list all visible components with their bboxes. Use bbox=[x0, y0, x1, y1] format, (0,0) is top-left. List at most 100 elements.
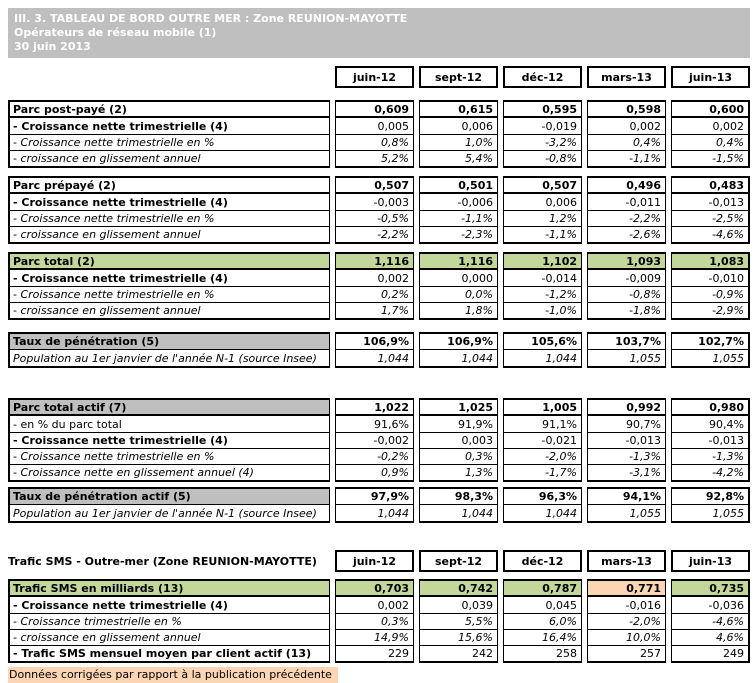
value-cell-juin-12: 229 bbox=[336, 645, 413, 661]
column-header-juin-12: juin-12 bbox=[335, 66, 414, 88]
column-header-sept-12: sept-12 bbox=[419, 66, 498, 88]
value-cell-déc-12: 1,102 bbox=[504, 254, 581, 270]
value-cell-sept-12: 0,0% bbox=[420, 286, 497, 302]
row-label: - Croissance nette trimestrielle (4) bbox=[13, 195, 228, 209]
value-cell-juin-13: 0,980 bbox=[672, 400, 748, 416]
sms-table-title: Trafic SMS - Outre-mer (Zone REUNION-MAY… bbox=[8, 550, 330, 572]
trafic-sms-label-column: Trafic SMS en milliards (13) - Croissance… bbox=[8, 579, 330, 663]
parc-total-column-déc-12: 1,102 -0,014 -1,2% -1,0% bbox=[503, 252, 582, 320]
value-cell-sept-12: -0,006 bbox=[457, 195, 493, 209]
taux-penetration-column-déc-12: 105,6% 1,044 bbox=[503, 332, 582, 368]
trafic-sms-column-déc-12: 0,787 0,045 6,0% 16,4% 258 bbox=[503, 579, 582, 663]
value-cell-déc-12: 6,0% bbox=[504, 613, 581, 629]
value-cell-juin-12: 91,6% bbox=[374, 417, 409, 431]
value-cell-mars-13: -1,3% bbox=[588, 448, 665, 464]
value-cell-mars-13: 0,496 bbox=[588, 178, 665, 194]
parc-total-actif-column-mars-13: 0,992 90,7% -0,013 -1,3% -3,1% bbox=[587, 398, 666, 482]
row-label: - Croissance nette trimestrielle en % bbox=[10, 448, 329, 464]
value-cell-juin-13: 0,4% bbox=[672, 134, 748, 150]
value-cell-sept-12: 1,044 bbox=[461, 506, 494, 520]
parc-post-paye-column-sept-12: 0,615 0,006 1,0% 5,4% bbox=[419, 100, 498, 168]
row-label: Taux de pénétration (5) bbox=[10, 334, 329, 350]
parc-post-paye-column-juin-13: 0,600 0,002 0,4% -1,5% bbox=[671, 100, 750, 168]
value-cell-déc-12: -1,0% bbox=[504, 302, 581, 318]
value-cell-déc-12: 0,006 bbox=[545, 195, 578, 209]
taux-penetration-actif-column-juin-13: 92,8% 1,055 bbox=[671, 487, 750, 523]
value-cell-juin-12: 1,022 bbox=[336, 400, 413, 416]
trafic-sms-column-juin-12: 0,703 0,002 0,3% 14,9% 229 bbox=[335, 579, 414, 663]
title-line-2: Opérateurs de réseau mobile (1) bbox=[14, 26, 217, 39]
value-cell-sept-12: -2,3% bbox=[420, 226, 497, 242]
value-cell-sept-12: 1,3% bbox=[420, 464, 497, 480]
value-cell-déc-12: 258 bbox=[504, 645, 581, 661]
value-cell-mars-13: -0,009 bbox=[625, 271, 661, 285]
value-cell-déc-12: 1,044 bbox=[545, 506, 578, 520]
parc-post-paye-label-column: Parc post-payé (2) - Croissance nette tri… bbox=[8, 100, 330, 168]
value-cell-juin-12: 1,044 bbox=[377, 506, 410, 520]
parc-total-actif: Parc total actif (7) - en % du parc total… bbox=[8, 398, 750, 482]
main-header-spacer bbox=[8, 66, 330, 88]
value-cell-juin-12: 97,9% bbox=[336, 489, 413, 505]
row-label: Population au 1er janvier de l'année N-1… bbox=[13, 351, 317, 365]
value-cell-sept-12: 15,6% bbox=[420, 629, 497, 645]
value-cell-sept-12: 242 bbox=[420, 645, 497, 661]
row-label: - croissance en glissement annuel bbox=[10, 150, 329, 166]
value-cell-mars-13: 10,0% bbox=[588, 629, 665, 645]
value-cell-mars-13: 1,055 bbox=[629, 506, 662, 520]
value-cell-mars-13: 1,093 bbox=[588, 254, 665, 270]
value-cell-sept-12: 106,9% bbox=[420, 334, 497, 350]
taux-penetration-label-column: Taux de pénétration (5) Population au 1er… bbox=[8, 332, 330, 368]
row-label: - croissance en glissement annuel bbox=[10, 629, 329, 645]
value-cell-juin-12: -0,5% bbox=[336, 210, 413, 226]
value-cell-déc-12: -1,1% bbox=[504, 226, 581, 242]
parc-total-actif-column-juin-12: 1,022 91,6% -0,002 -0,2% 0,9% bbox=[335, 398, 414, 482]
value-cell-sept-12: 0,006 bbox=[461, 119, 494, 133]
value-cell-juin-13: -0,036 bbox=[708, 598, 744, 612]
sms-table: Trafic SMS en milliards (13) - Croissance… bbox=[8, 579, 750, 663]
parc-post-paye-column-juin-12: 0,609 0,005 0,8% 5,2% bbox=[335, 100, 414, 168]
parc-prepaye-column-mars-13: 0,496 -0,011 -2,2% -2,6% bbox=[587, 176, 666, 244]
value-cell-sept-12: -1,1% bbox=[420, 210, 497, 226]
row-label: Parc total (2) bbox=[10, 254, 329, 270]
value-cell-juin-12: 0,703 bbox=[336, 581, 413, 597]
row-label: - Croissance nette trimestrielle en % bbox=[10, 210, 329, 226]
value-cell-mars-13: 0,992 bbox=[588, 400, 665, 416]
value-cell-déc-12: 96,3% bbox=[504, 489, 581, 505]
value-cell-mars-13: -2,2% bbox=[588, 210, 665, 226]
value-cell-juin-12: 1,7% bbox=[336, 302, 413, 318]
value-cell-juin-13: -0,013 bbox=[672, 432, 748, 448]
value-cell-juin-12: 0,2% bbox=[336, 286, 413, 302]
parc-total-column-sept-12: 1,116 0,000 0,0% 1,8% bbox=[419, 252, 498, 320]
value-cell-juin-12: 5,2% bbox=[336, 150, 413, 166]
value-cell-mars-13: 1,055 bbox=[629, 351, 662, 365]
value-cell-juin-12: -0,2% bbox=[336, 448, 413, 464]
title-line-3: 30 juin 2013 bbox=[14, 40, 91, 53]
value-cell-juin-12: 1,116 bbox=[336, 254, 413, 270]
column-header-déc-12: déc-12 bbox=[503, 66, 582, 88]
value-cell-juin-13: 0,483 bbox=[672, 178, 748, 194]
value-cell-mars-13: 90,7% bbox=[626, 417, 661, 431]
value-cell-sept-12: 1,116 bbox=[420, 254, 497, 270]
value-cell-sept-12: 0,501 bbox=[420, 178, 497, 194]
sms-header-row: Trafic SMS - Outre-mer (Zone REUNION-MAY… bbox=[8, 550, 750, 572]
taux-penetration-actif-column-juin-12: 97,9% 1,044 bbox=[335, 487, 414, 523]
title-bar: III. 3. TABLEAU DE BORD OUTRE MER : Zone… bbox=[8, 8, 750, 58]
row-label: - Trafic SMS mensuel moyen par client ac… bbox=[10, 645, 329, 661]
taux-penetration-column-juin-13: 102,7% 1,055 bbox=[671, 332, 750, 368]
parc-total-column-mars-13: 1,093 -0,009 -0,8% -1,8% bbox=[587, 252, 666, 320]
column-header-juin-13: juin-13 bbox=[671, 66, 750, 88]
value-cell-déc-12: 0,595 bbox=[504, 102, 581, 118]
value-cell-juin-12: 0,3% bbox=[336, 613, 413, 629]
parc-total-actif-column-juin-13: 0,980 90,4% -0,013 -1,3% -4,2% bbox=[671, 398, 750, 482]
value-cell-juin-13: -4,2% bbox=[672, 464, 748, 480]
value-cell-mars-13: -0,8% bbox=[588, 286, 665, 302]
value-cell-mars-13: -0,013 bbox=[588, 432, 665, 448]
value-cell-déc-12: -0,021 bbox=[504, 432, 581, 448]
value-cell-juin-12: 14,9% bbox=[336, 629, 413, 645]
trafic-sms-column-sept-12: 0,742 0,039 5,5% 15,6% 242 bbox=[419, 579, 498, 663]
value-cell-sept-12: 1,025 bbox=[420, 400, 497, 416]
value-cell-sept-12: 1,044 bbox=[461, 351, 494, 365]
value-cell-mars-13: 0,598 bbox=[588, 102, 665, 118]
value-cell-déc-12: -2,0% bbox=[504, 448, 581, 464]
parc-total-column-juin-12: 1,116 0,002 0,2% 1,7% bbox=[335, 252, 414, 320]
